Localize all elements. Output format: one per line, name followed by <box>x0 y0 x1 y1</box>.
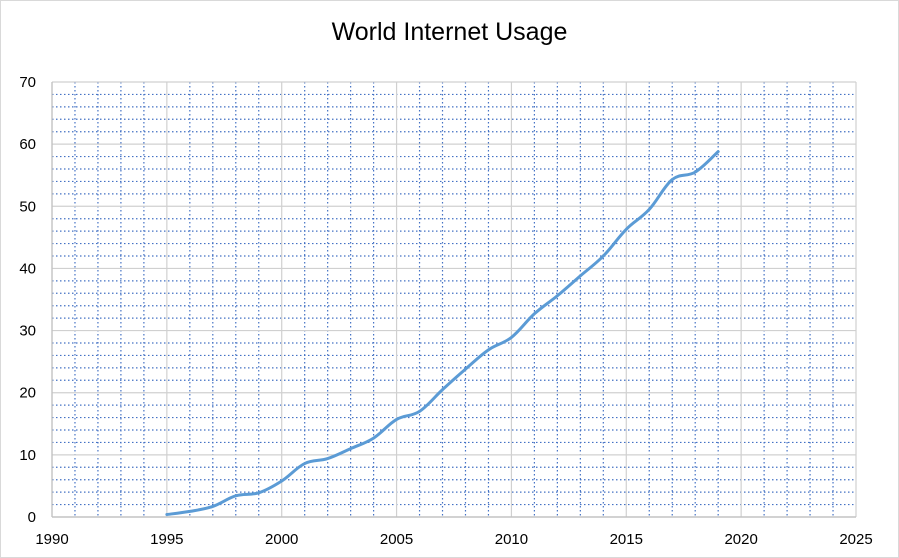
y-tick-label: 0 <box>28 509 36 526</box>
y-tick-label: 70 <box>19 74 36 91</box>
x-tick-label: 2000 <box>265 531 298 548</box>
chart-title: World Internet Usage <box>331 18 568 46</box>
x-tick-label: 2015 <box>610 531 643 548</box>
y-tick-label: 40 <box>19 260 36 277</box>
series-line <box>165 150 720 517</box>
x-tick-label: 2005 <box>380 531 413 548</box>
y-tick-label: 20 <box>19 385 36 402</box>
x-tick-label: 2025 <box>839 531 872 548</box>
axes <box>51 82 856 518</box>
x-tick-label: 2010 <box>495 531 528 548</box>
y-tick-label: 10 <box>19 447 36 464</box>
y-tick-label: 30 <box>19 323 36 340</box>
major-grid <box>51 81 857 518</box>
series-group <box>165 150 720 517</box>
x-tick-label: 1990 <box>35 531 68 548</box>
y-tick-label: 50 <box>19 198 36 215</box>
x-tick-label: 2020 <box>724 531 757 548</box>
x-tick-label: 1995 <box>150 531 183 548</box>
x-tick-labels: 1990 1995 2000 2005 2010 2015 2020 2025 <box>35 531 872 548</box>
y-tick-labels: 0 10 20 30 40 50 60 70 <box>19 74 36 526</box>
minor-grid <box>52 82 856 517</box>
y-tick-label: 60 <box>19 136 36 153</box>
